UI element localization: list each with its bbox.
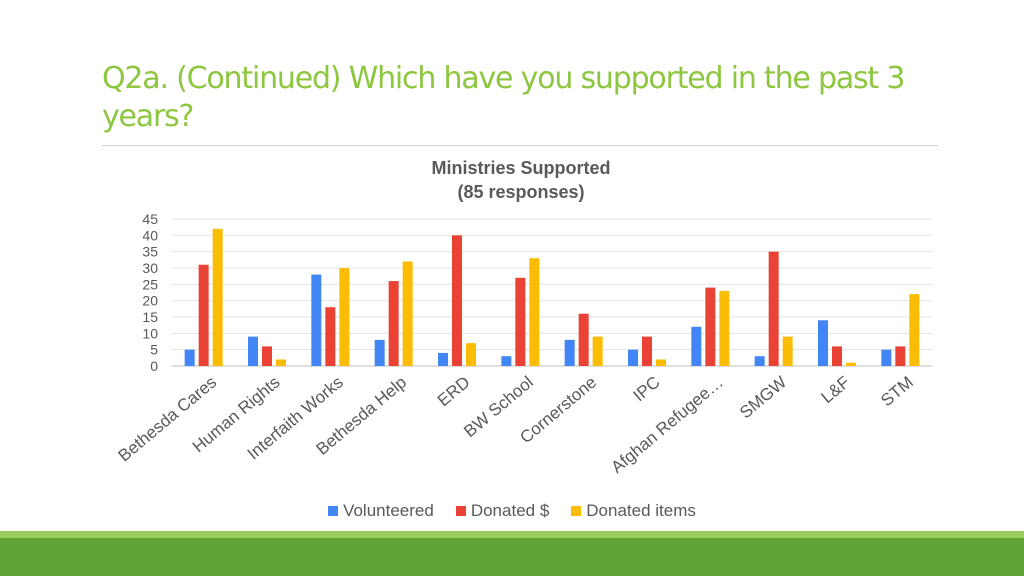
- y-tick-label: 15: [142, 309, 158, 325]
- chart-title-block: Ministries Supported (85 responses): [371, 156, 671, 204]
- bar: [578, 313, 589, 366]
- bar: [388, 281, 399, 366]
- bar: [339, 268, 350, 366]
- slide-title: Q2a. (Continued) Which have you supporte…: [102, 61, 905, 134]
- legend-swatch: [328, 506, 339, 516]
- bar: [276, 359, 286, 366]
- bar: [248, 336, 258, 366]
- legend-item: Donated items: [571, 501, 696, 521]
- bar: [846, 362, 856, 366]
- legend-label: Donated $: [470, 501, 550, 520]
- bar: [782, 336, 793, 366]
- category-label: SMGW: [736, 373, 790, 423]
- chart-title: Ministries Supported: [431, 158, 611, 178]
- bar: [909, 294, 920, 366]
- bar: [818, 320, 828, 366]
- bar: [705, 287, 716, 366]
- bar: [311, 274, 322, 366]
- y-tick-label: 40: [142, 227, 158, 243]
- bar: [466, 343, 476, 366]
- bar: [402, 261, 413, 366]
- y-tick-label: 25: [142, 276, 158, 292]
- legend-item: Donated $: [455, 501, 550, 521]
- bars: [184, 228, 920, 366]
- bar: [438, 352, 448, 366]
- bar: [719, 290, 730, 366]
- footer-band-light: [0, 531, 1024, 538]
- y-tick-label: 20: [142, 293, 158, 309]
- bar: [325, 307, 336, 366]
- bar: [501, 356, 512, 366]
- bar: [452, 235, 462, 366]
- category-label: IPC: [630, 373, 664, 406]
- bar: [564, 339, 575, 366]
- y-tick-label: 10: [142, 325, 158, 341]
- bar: [656, 359, 666, 366]
- bar: [754, 356, 765, 366]
- bar: [881, 349, 892, 366]
- bar: [895, 346, 906, 366]
- y-tick-label: 45: [142, 211, 158, 227]
- bar: [374, 339, 385, 366]
- bar: [642, 336, 652, 366]
- bar: [628, 349, 638, 366]
- bar: [212, 228, 223, 366]
- y-tick-label: 5: [150, 342, 158, 358]
- bar: [592, 336, 603, 366]
- title-divider: [102, 145, 938, 146]
- legend-swatch: [571, 506, 582, 516]
- bar: [198, 264, 209, 366]
- bar: [262, 346, 272, 366]
- bar: [515, 277, 526, 366]
- bar: [184, 349, 195, 366]
- legend-label: Donated items: [586, 501, 696, 520]
- gridlines: [172, 218, 932, 367]
- y-tick-label: 0: [150, 358, 158, 374]
- bar: [768, 251, 779, 366]
- chart-subtitle: (85 responses): [457, 182, 585, 202]
- bar: [529, 258, 540, 366]
- legend-swatch: [455, 506, 466, 516]
- bar: [691, 326, 702, 366]
- bar: [832, 346, 842, 366]
- chart-legend: Volunteered Donated $ Donated items: [0, 501, 1024, 521]
- footer-band: [0, 538, 1024, 576]
- y-tick-label: 35: [142, 244, 158, 260]
- y-tick-label: 30: [142, 260, 158, 276]
- legend-label: Volunteered: [343, 501, 434, 520]
- category-label: ERD: [434, 373, 474, 411]
- legend-item: Volunteered: [328, 501, 434, 521]
- category-label: STM: [877, 373, 917, 411]
- category-label: Afghan Refugee…: [608, 373, 727, 477]
- category-label: L&F: [817, 373, 853, 408]
